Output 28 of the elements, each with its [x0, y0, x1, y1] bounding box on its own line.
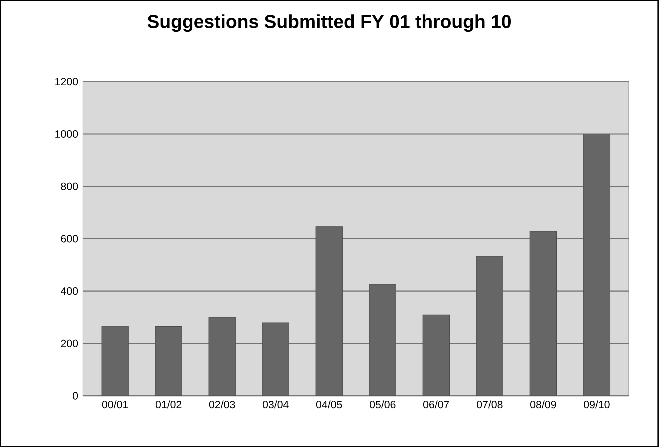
chart-title: Suggestions Submitted FY 01 through 10: [148, 14, 512, 32]
bar: [316, 226, 343, 396]
y-tick-label: 1000: [56, 130, 78, 138]
y-tick-label: 400: [60, 287, 78, 295]
bar: [369, 284, 396, 396]
bar: [102, 326, 129, 396]
y-tick-label: 0: [73, 392, 78, 400]
bar: [422, 314, 450, 396]
x-tick-label: 05/06: [370, 400, 396, 408]
x-tick-label: 04/05: [316, 400, 342, 408]
x-tick-label: 02/03: [209, 400, 236, 408]
bar: [476, 256, 504, 396]
x-tick-label: 01/02: [156, 400, 182, 408]
y-tick-label: 200: [61, 340, 78, 348]
y-tick-label: 1200: [56, 78, 78, 86]
x-tick-label: 08/09: [530, 400, 556, 408]
bar: [262, 322, 290, 396]
y-tick-label: 600: [61, 235, 78, 243]
bar: [530, 231, 558, 396]
x-tick-label: 09/10: [584, 400, 610, 408]
bar: [208, 317, 236, 396]
bar: [583, 134, 611, 396]
x-tick-label: 07/08: [477, 400, 503, 408]
y-tick-label: 800: [61, 182, 78, 190]
x-tick-label: 06/07: [423, 400, 450, 408]
x-tick-label: 03/04: [262, 400, 289, 408]
x-tick-label: 00/01: [102, 400, 128, 408]
bar: [155, 326, 182, 396]
